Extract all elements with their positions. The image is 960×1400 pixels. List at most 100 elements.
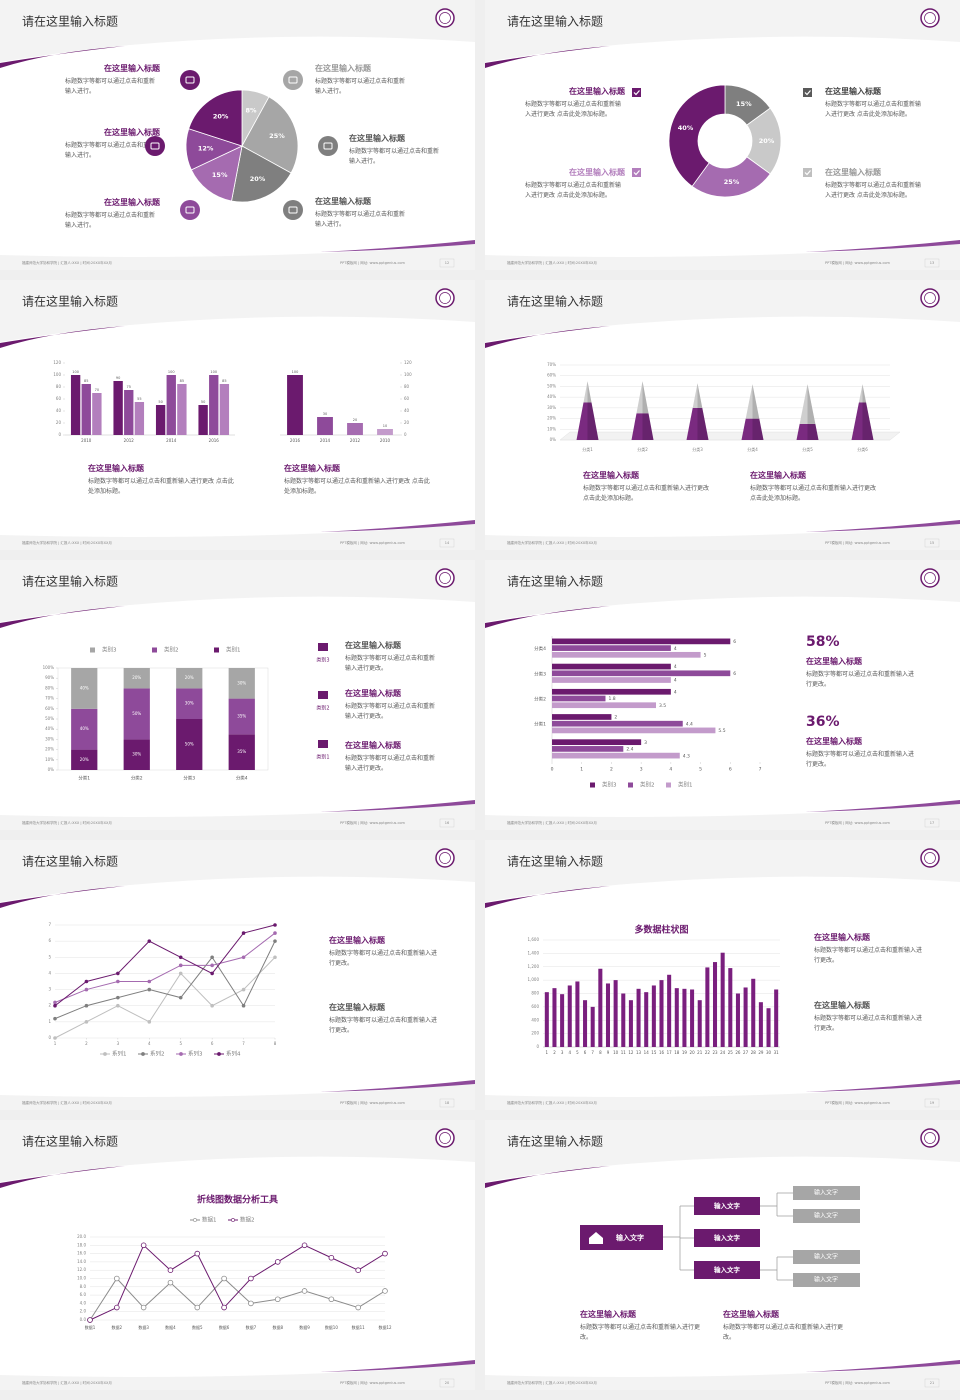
value-label: 4 [674,664,677,670]
legend-label: 类别1 [226,646,241,654]
point [248,1275,254,1282]
y-tick-label: 60% [547,373,556,378]
footer-right: PPT模板网 | 网址: www.pptgenius.com [825,820,891,825]
legend-label: 类别2 [164,646,179,654]
value-label: 100 [72,370,79,374]
y-tick-label: 0% [48,767,55,772]
point [210,963,214,968]
x-tick-label: 24 [720,1050,726,1055]
legend-swatch [214,647,219,653]
footer-right: PPT模板网 | 网址: www.pptgenius.com [825,260,891,265]
x-tick-label: 11 [621,1050,627,1055]
bar [177,384,187,435]
chart-title: 折线图数据分析工具 [197,1194,278,1206]
point [53,1000,57,1005]
y-tick-label: 0 [404,432,407,437]
x-tick-label: 数据10 [325,1324,339,1330]
slide-title: 请在这里输入标题 [22,14,118,29]
point [194,1304,201,1311]
y-tick-label: 2.0 [80,1309,87,1314]
item-title: 在这里输入标题 [814,1001,870,1010]
bar [674,988,679,1047]
pyramid-segment [851,402,874,440]
footer-swoosh [320,1360,475,1372]
x-tick-label: 29 [758,1050,764,1055]
check-mark [804,90,811,96]
logo-inner [439,1132,451,1144]
icon [318,691,328,699]
bar [552,714,612,720]
logo [920,848,940,868]
check-mark [633,90,640,96]
legend-label: 类别3 [102,646,117,654]
point [210,1003,214,1008]
legend-label: 系列2 [150,1050,165,1058]
y-tick-label: 20% [45,747,54,752]
value-label: 3.5 [659,703,666,709]
legend-marker [179,1052,183,1056]
icon [318,740,328,748]
x-tick-label: 2 [85,1041,88,1046]
pyramid-segment [741,418,764,440]
bar [552,727,716,734]
y-tick-label: 8.0 [80,1284,87,1289]
header-band [0,1120,475,1182]
header-band [485,0,960,62]
x-tick-label: 1 [546,1050,549,1055]
page-number: 21 [930,1381,934,1385]
logo-inner [924,12,936,24]
value-label: 30 [323,412,327,416]
leaf-box [793,1209,860,1223]
bar [651,985,656,1047]
leaf-label: 输入文字 [814,1253,838,1261]
y-tick-label: 7 [48,922,51,927]
slice [691,156,771,198]
y-tick-label: 100 [53,372,61,377]
value-label: 50 [201,400,205,404]
icon-glyph [185,76,195,84]
page-number: 20 [445,1381,449,1385]
x-tick-label: 4 [148,1041,151,1046]
footer-swoosh [805,1080,960,1092]
header-band [485,1120,960,1182]
footer-right: PPT模板网 | 网址: www.pptgenius.com [340,1380,406,1385]
x-tick-label: 5 [576,1050,579,1055]
item-body: 标题数字等都可以通过点击和重新输入进行更改。 [723,1324,843,1341]
bar [613,980,618,1047]
bar-segment [71,749,98,770]
page-box [924,1378,940,1388]
point [273,939,277,943]
point [84,987,89,992]
chart-title: 多数据柱状图 [634,924,688,936]
point [241,1003,246,1008]
page-number: 19 [930,1101,934,1105]
point [328,1296,335,1303]
x-tick-label: 15 [651,1050,657,1055]
point [194,1250,201,1257]
bar-segment [123,739,150,770]
bar [575,981,580,1047]
item-title: 在这里输入标题 [284,464,340,473]
y-tick-label: 0.0 [80,1317,87,1322]
logo-inner [439,292,451,304]
point [273,923,277,927]
slide-title: 请在这里输入标题 [22,574,118,589]
x-tick-label: 14 [644,1050,650,1055]
x-tick-label: 0 [551,767,554,773]
bar [166,375,176,435]
bar [552,663,671,670]
value-label: 40% [678,124,694,132]
x-tick-label: 4 [568,1050,571,1055]
x-tick-label: 7 [242,1041,245,1046]
bar [560,994,565,1047]
x-tick-label: 分类3 [183,775,195,782]
footer-swoosh [320,240,475,252]
x-tick-label: 5 [179,1041,182,1046]
point [167,1279,174,1286]
x-tick-label: 23 [712,1050,718,1055]
logo [920,8,940,28]
